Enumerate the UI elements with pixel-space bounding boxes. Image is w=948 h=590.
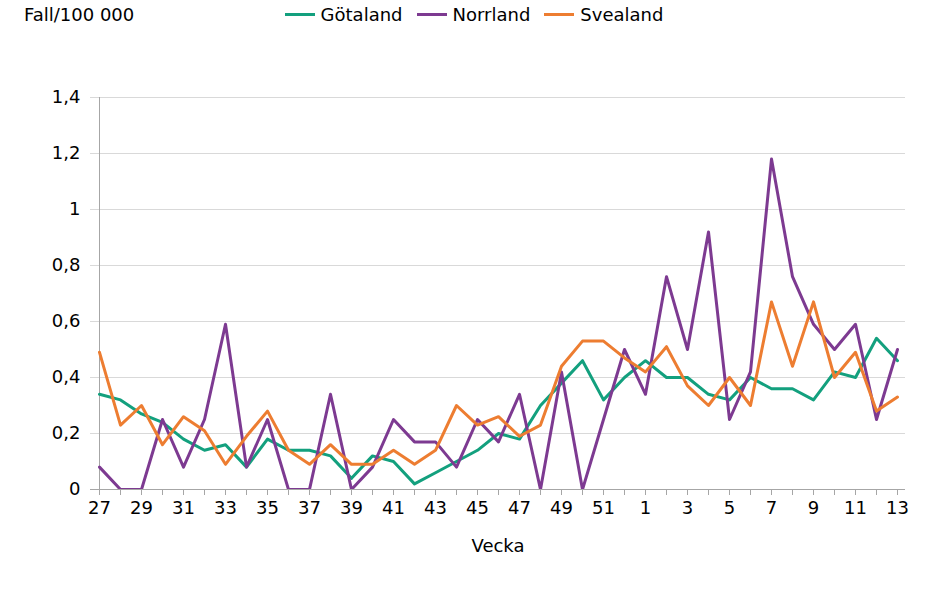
svg-text:13: 13: [886, 497, 909, 518]
html-text:Norrland: Norrland: [452, 4, 531, 25]
svg-text:0,8: 0,8: [52, 254, 81, 275]
svg-text:43: 43: [424, 497, 447, 518]
svg-text:1: 1: [640, 497, 651, 518]
svg-text:0: 0: [69, 478, 80, 499]
svg-text:5: 5: [724, 497, 735, 518]
svg-text:29: 29: [130, 497, 153, 518]
svg-text:41: 41: [382, 497, 405, 518]
svg-text:47: 47: [508, 497, 531, 518]
svg-text:1,4: 1,4: [52, 86, 81, 107]
svg-text:Vecka: Vecka: [471, 535, 524, 556]
svg-text:7: 7: [766, 497, 777, 518]
svg-text:11: 11: [844, 497, 867, 518]
svg-text:49: 49: [550, 497, 573, 518]
svg-text:9: 9: [808, 497, 819, 518]
svg-text:45: 45: [466, 497, 489, 518]
svg-text:39: 39: [340, 497, 363, 518]
svg-text:31: 31: [172, 497, 195, 518]
svg-text:3: 3: [682, 497, 693, 518]
html-text:Götaland: Götaland: [320, 4, 403, 25]
svg-text:0,4: 0,4: [52, 366, 81, 387]
svg-text:33: 33: [214, 497, 237, 518]
svg-text:37: 37: [298, 497, 321, 518]
svg-text:0,2: 0,2: [52, 422, 81, 443]
svg-text:27: 27: [88, 497, 111, 518]
html-text:Svealand: Svealand: [580, 4, 664, 25]
svg-text:51: 51: [592, 497, 615, 518]
svg-text:0,6: 0,6: [52, 310, 81, 331]
svg-text:1,2: 1,2: [52, 142, 81, 163]
svg-text:35: 35: [256, 497, 279, 518]
html-text:Fall/100 000: Fall/100 000: [24, 4, 135, 25]
svg-text:1: 1: [69, 198, 80, 219]
